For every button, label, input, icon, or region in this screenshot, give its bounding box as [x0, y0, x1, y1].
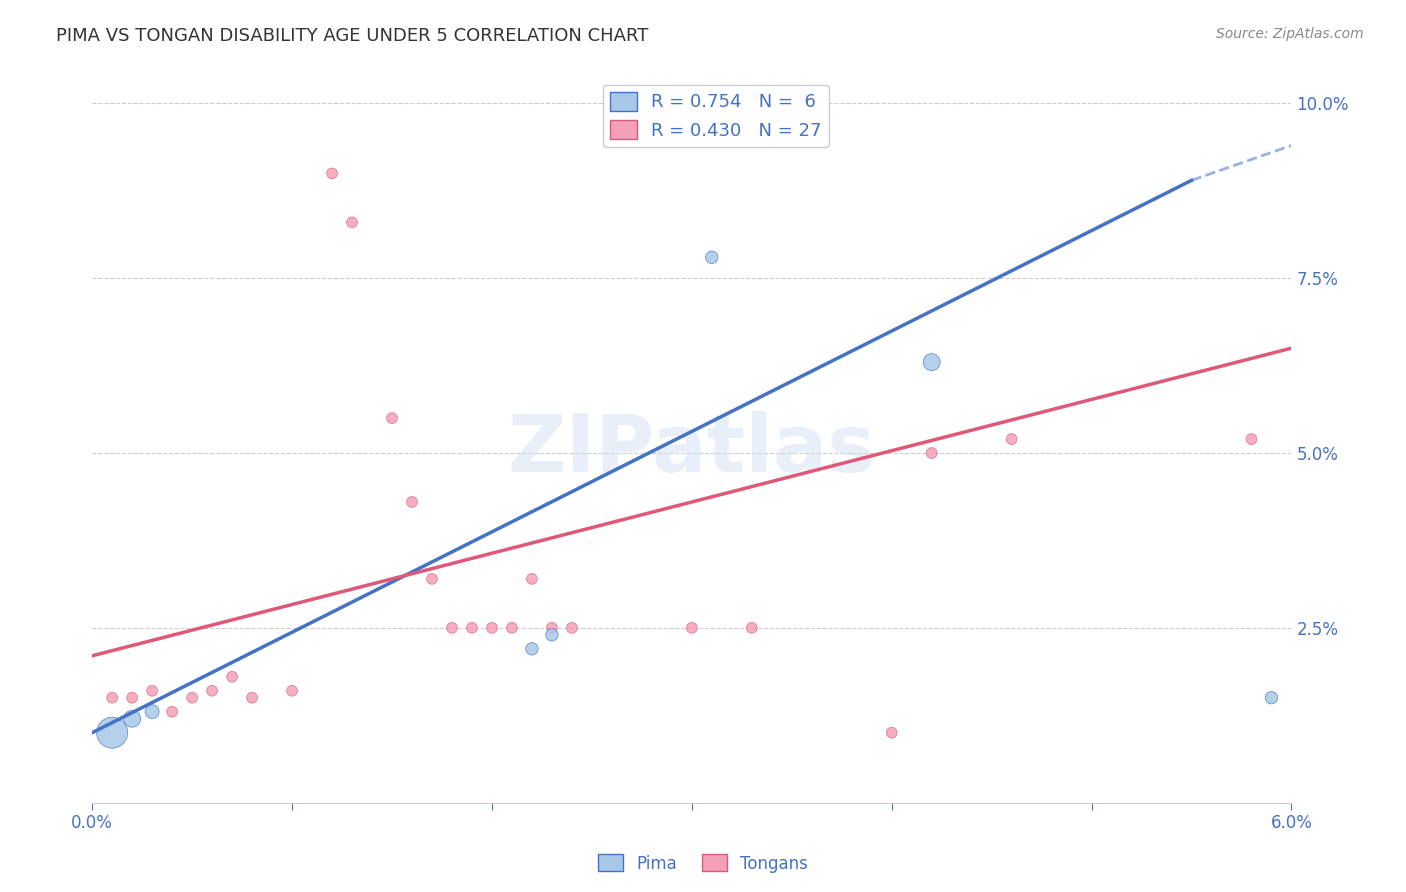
Text: Source: ZipAtlas.com: Source: ZipAtlas.com: [1216, 27, 1364, 41]
Point: [141, 705, 163, 719]
Point: [101, 725, 124, 739]
Point: [121, 712, 143, 726]
Point: [121, 690, 143, 705]
Point: [921, 446, 943, 460]
Text: PIMA VS TONGAN DISABILITY AGE UNDER 5 CORRELATION CHART: PIMA VS TONGAN DISABILITY AGE UNDER 5 CO…: [56, 27, 648, 45]
Point: [541, 628, 564, 642]
Point: [741, 621, 763, 635]
Point: [681, 621, 703, 635]
Point: [340, 215, 363, 229]
Point: [160, 705, 183, 719]
Point: [481, 621, 503, 635]
Point: [1260, 690, 1282, 705]
Point: [1001, 432, 1024, 446]
Point: [281, 683, 304, 698]
Point: [1240, 432, 1263, 446]
Point: [461, 621, 484, 635]
Point: [700, 250, 723, 264]
Point: [101, 690, 124, 705]
Point: [880, 725, 903, 739]
Point: [321, 166, 343, 180]
Point: [181, 690, 204, 705]
Point: [240, 690, 263, 705]
Text: ZIPatlas: ZIPatlas: [508, 411, 876, 489]
Point: [440, 621, 463, 635]
Point: [520, 641, 543, 656]
Point: [221, 670, 243, 684]
Point: [541, 621, 564, 635]
Legend: R = 0.754   N =  6, R = 0.430   N = 27: R = 0.754 N = 6, R = 0.430 N = 27: [603, 85, 830, 147]
Point: [381, 411, 404, 425]
Legend: Pima, Tongans: Pima, Tongans: [591, 847, 815, 880]
Point: [401, 495, 423, 509]
Point: [561, 621, 583, 635]
Point: [201, 683, 224, 698]
Point: [141, 683, 163, 698]
Point: [520, 572, 543, 586]
Point: [420, 572, 443, 586]
Point: [501, 621, 523, 635]
Point: [921, 355, 943, 369]
